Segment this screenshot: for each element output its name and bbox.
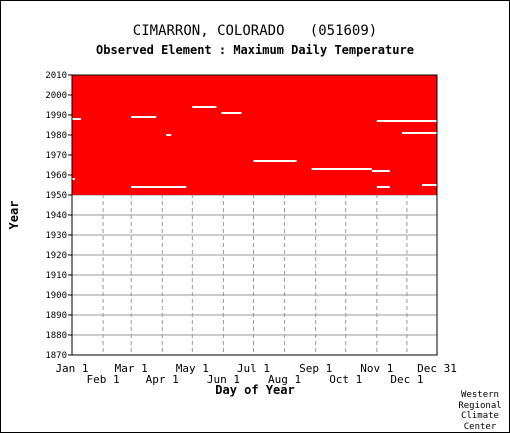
y-tick-label: 1960: [45, 171, 67, 181]
missing-data-segment: [376, 120, 437, 122]
missing-data-segment: [401, 132, 437, 134]
missing-data-segment: [371, 170, 390, 172]
x-tick-label: Aug 1: [268, 373, 301, 386]
missing-data-segment: [72, 118, 82, 120]
missing-data-segment: [311, 168, 372, 170]
missing-data-segment: [421, 184, 437, 186]
chart-title: CIMARRON, COLORADO (051609): [132, 23, 378, 39]
missing-data-segment: [131, 116, 157, 118]
missing-data-segment: [221, 112, 242, 114]
y-tick-label: 1980: [45, 131, 67, 141]
y-tick-label: 2000: [45, 91, 67, 101]
missing-data-segment: [72, 178, 76, 180]
y-tick-label: 2010: [45, 71, 67, 81]
chart-subtitle: Observed Element : Maximum Daily Tempera…: [96, 43, 414, 57]
x-tick-label: Sep 1: [299, 362, 332, 375]
x-tick-label: May 1: [176, 362, 209, 375]
y-tick-label: 1900: [45, 291, 67, 301]
x-tick-label: Mar 1: [115, 362, 148, 375]
missing-data-segment: [192, 106, 217, 108]
missing-data-segment: [131, 186, 187, 188]
y-tick-label: 1930: [45, 231, 67, 241]
y-tick-label: 1910: [45, 271, 67, 281]
missing-data-segment: [376, 186, 390, 188]
y-tick-label: 1990: [45, 111, 67, 121]
credit-line: Center: [463, 421, 497, 432]
credit-line: Climate: [461, 411, 499, 421]
x-tick-label: Apr 1: [146, 373, 179, 386]
y-tick-label: 1880: [45, 331, 67, 341]
x-tick-label: Jun 1: [207, 373, 240, 386]
x-axis-label: Day of Year: [215, 383, 295, 397]
missing-data-segment: [253, 160, 297, 162]
x-tick-label: Oct 1: [329, 373, 362, 386]
credit-line: Regional: [458, 400, 502, 411]
y-tick-label: 1940: [45, 211, 67, 221]
x-tick-label: Nov 1: [360, 362, 393, 375]
credit-block: Western Regional Climate Center: [450, 390, 510, 432]
x-tick-label: Jul 1: [237, 362, 270, 375]
x-tick-label: Dec 31: [417, 362, 457, 375]
x-tick-label: Jan 1: [55, 362, 88, 375]
y-tick-label: 1950: [45, 191, 67, 201]
y-tick-label: 1870: [45, 351, 67, 361]
missing-data-segment: [166, 134, 172, 136]
data-coverage-block: [72, 75, 437, 195]
y-tick-label: 1890: [45, 311, 67, 321]
x-tick-label: Dec 1: [390, 373, 423, 386]
y-tick-label: 1920: [45, 251, 67, 261]
x-tick-label: Feb 1: [87, 373, 120, 386]
credit-line: Western: [461, 390, 499, 400]
y-tick-label: 1970: [45, 151, 67, 161]
